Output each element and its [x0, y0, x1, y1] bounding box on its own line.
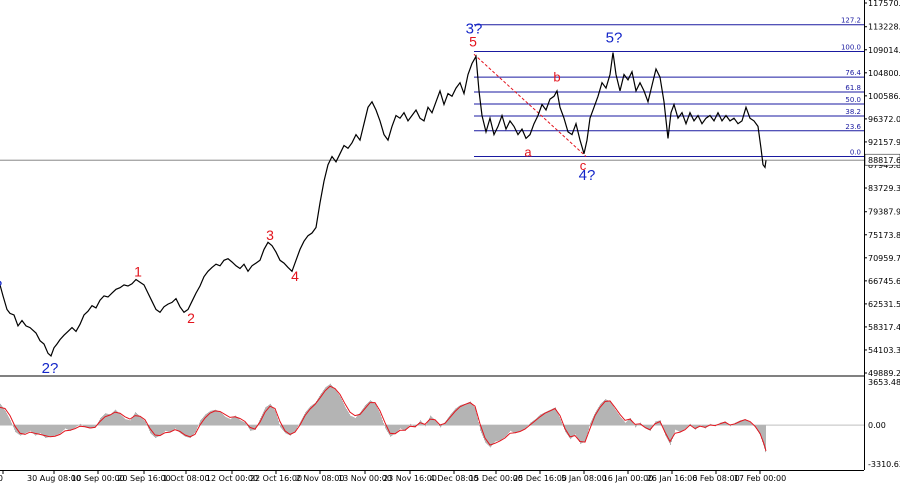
y-tick-label: 87943.85: [868, 161, 900, 170]
fib-level-label: 100.0: [841, 43, 861, 51]
fib-level-label: 76.4: [845, 69, 861, 77]
wave-label: 1: [134, 264, 142, 280]
y-tick-label: 79387.95: [868, 208, 900, 217]
x-tick-label: 10 Sep 00:00: [71, 474, 124, 483]
y-tick-label: 100586.16: [868, 92, 900, 101]
y-tick-label: 109014.37: [868, 46, 900, 55]
wave-label: 5?: [606, 30, 623, 47]
osc-y-tick-label: 3653.489: [868, 378, 900, 387]
y-tick-label: 66745.63: [868, 277, 900, 286]
price-series-line: [0, 52, 767, 358]
wave-label: 2?: [42, 360, 59, 377]
x-tick-label: 1 Aug 16:00: [0, 474, 3, 483]
wave-label: 5: [469, 34, 477, 50]
fib-trend-line: [473, 53, 587, 157]
y-tick-label: 54103.32: [868, 346, 900, 355]
osc-signal-line: [0, 385, 767, 452]
x-tick-label: 23 Nov 16:00: [383, 474, 437, 483]
x-tick-label: 22 Oct 16:00: [250, 474, 302, 483]
y-tick-label: 70959.74: [868, 254, 900, 263]
fib-level-label: 61.8: [845, 84, 861, 92]
osc-y-tick-label: -3310.638: [868, 460, 900, 469]
x-tick-label: 15 Dec 00:00: [469, 474, 523, 483]
y-tick-label: 104800.26: [868, 69, 900, 78]
current-price-box: [864, 153, 900, 166]
wave-label: ?: [0, 277, 2, 294]
x-tick-label: 17 Feb 00:00: [734, 474, 786, 483]
y-tick-label: 96372.05: [868, 115, 900, 124]
x-tick-label: 12 Oct 00:00: [206, 474, 258, 483]
x-tick-label: 1 Oct 08:00: [162, 474, 209, 483]
current-price-label: 88817.68: [868, 156, 900, 165]
x-tick-label: 13 Nov 00:00: [338, 474, 392, 483]
wave-label: c: [580, 158, 587, 173]
wave-label: b: [553, 70, 560, 85]
fib-level-label: 0.0: [850, 148, 861, 156]
wave-label: 4?: [579, 167, 596, 184]
y-tick-label: 113228.47: [868, 23, 900, 32]
fib-level-label: 50.0: [845, 96, 861, 104]
y-tick-label: 92157.95: [868, 138, 900, 147]
wave-label: 4: [291, 268, 299, 284]
y-tick-label: 58317.42: [868, 323, 900, 332]
x-tick-label: 25 Dec 16:00: [513, 474, 567, 483]
wave-label: a: [524, 144, 532, 159]
x-tick-label: 30 Aug 08:00: [27, 474, 81, 483]
x-tick-label: 16 Jan 00:00: [603, 474, 654, 483]
wave-label: 3: [266, 227, 274, 243]
y-tick-label: 62531.53: [868, 300, 900, 309]
y-tick-label: 49889.22: [868, 369, 900, 378]
fib-level-label: 38.2: [845, 108, 861, 116]
wave-label: 2: [187, 310, 195, 326]
x-tick-label: 2 Nov 08:00: [296, 474, 345, 483]
osc-y-tick-label: 0.00: [868, 421, 886, 430]
x-tick-label: 4 Dec 08:00: [430, 474, 479, 483]
y-tick-label: 117570.27: [868, 0, 900, 8]
x-tick-label: 20 Sep 16:00: [117, 474, 170, 483]
x-tick-label: 5 Jan 08:00: [561, 474, 607, 483]
y-tick-label: 75173.84: [868, 231, 900, 240]
fib-level-label: 127.2: [841, 17, 861, 25]
x-tick-label: 26 Jan 16:00: [647, 474, 698, 483]
wave-label: 3?: [466, 20, 483, 37]
fib-level-label: 23.6: [845, 123, 861, 131]
x-tick-label: 6 Feb 08:00: [692, 474, 739, 483]
y-tick-label: 83729.37: [868, 184, 900, 193]
